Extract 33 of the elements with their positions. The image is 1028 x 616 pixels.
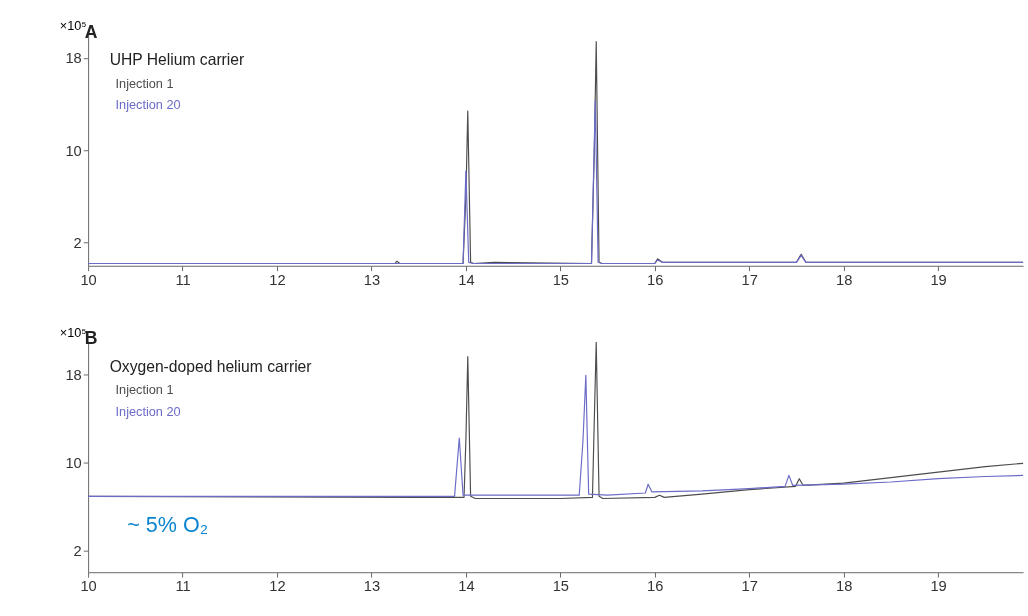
x-tick-label: 19 [930, 578, 947, 595]
x-tick-label: 17 [741, 578, 758, 595]
x-tick-label: 16 [647, 578, 664, 595]
x-tick-label: 18 [835, 271, 853, 288]
x-tick-label: 14 [458, 578, 475, 595]
text: Injection 20 [115, 97, 181, 113]
x-tick-label: 17 [741, 271, 758, 288]
text: Injection 1 [115, 75, 174, 91]
text: Oxygen-doped helium carrier [109, 357, 312, 375]
x-tick-label: 15 [552, 271, 569, 288]
x-tick-label: 14 [458, 271, 475, 288]
x-tick-label: 16 [647, 271, 664, 288]
y-tick-label: 10 [65, 454, 82, 471]
x-tick-label: 13 [363, 578, 381, 595]
x-tick-label: 12 [269, 578, 286, 595]
x-tick-label: 11 [175, 578, 191, 595]
y-tick-label: 18 [65, 366, 82, 383]
y-tick-label: 2 [73, 235, 82, 252]
y-tick-label: 2 [73, 542, 82, 559]
annotation: ~ 5% O₂ [127, 513, 208, 538]
y-axis-title: ×10⁵ [59, 324, 87, 340]
x-tick-label: 15 [552, 578, 569, 595]
x-tick-label: 19 [930, 271, 947, 288]
text: Injection 20 [115, 403, 181, 419]
text: Injection 1 [115, 382, 174, 398]
x-tick-label: 12 [269, 271, 286, 288]
x-tick-label: 11 [175, 271, 191, 288]
y-tick-label: 18 [65, 50, 82, 67]
x-tick-label: 18 [835, 578, 853, 595]
x-tick-label: 13 [363, 271, 381, 288]
y-tick-label: 10 [65, 142, 82, 159]
y-axis-title: ×10⁵ [59, 18, 87, 34]
text: UHP Helium carrier [109, 51, 245, 69]
